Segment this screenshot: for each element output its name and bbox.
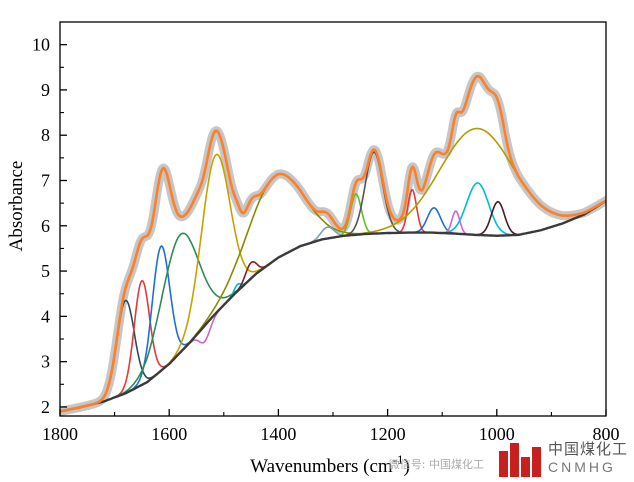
x-tick-label: 800 [593,424,620,444]
watermark-wechat: 微信号: 中国煤化工 [388,458,484,471]
baseline-curve [60,199,606,413]
watermark: 中国煤化工 CNMHG [498,438,628,478]
plot-area [60,71,606,416]
axes: 1800 1600 1400 1200 1000 800 2 3 4 5 6 7 8 9 10 [32,21,620,444]
x-tick-label: 1000 [479,424,515,444]
y-tick-label: 9 [41,80,50,100]
y-axis-title: Absorbance [6,161,27,252]
y-tick-label: 3 [41,352,50,372]
experimental-curve [60,71,606,416]
x-tick-label: 1200 [370,424,406,444]
x-axis-title-sup: -1 [393,452,404,467]
y-tick-label: 6 [41,216,50,236]
y-tick-label: 2 [41,397,50,417]
y-tick-label: 10 [32,35,50,55]
x-tick-label: 1600 [151,424,187,444]
y-tick-label: 4 [41,306,50,326]
y-tick-label: 5 [41,261,50,281]
fitted-curve [60,74,606,413]
watermark-brand-en: CNMHG [547,459,616,475]
y-tick-label: 7 [41,171,50,191]
x-tick-label: 1400 [260,424,296,444]
watermark-logo-icon [498,439,543,477]
x-tick-label: 1800 [42,424,78,444]
x-axis-title: Wavenumbers (cm-1) [250,452,410,477]
watermark-brand-cn: 中国煤化工 [547,440,628,458]
x-axis-title-end: ) [404,456,410,477]
x-axis-title-main: Wavenumbers (cm [250,456,393,477]
y-tick-label: 8 [41,125,50,145]
